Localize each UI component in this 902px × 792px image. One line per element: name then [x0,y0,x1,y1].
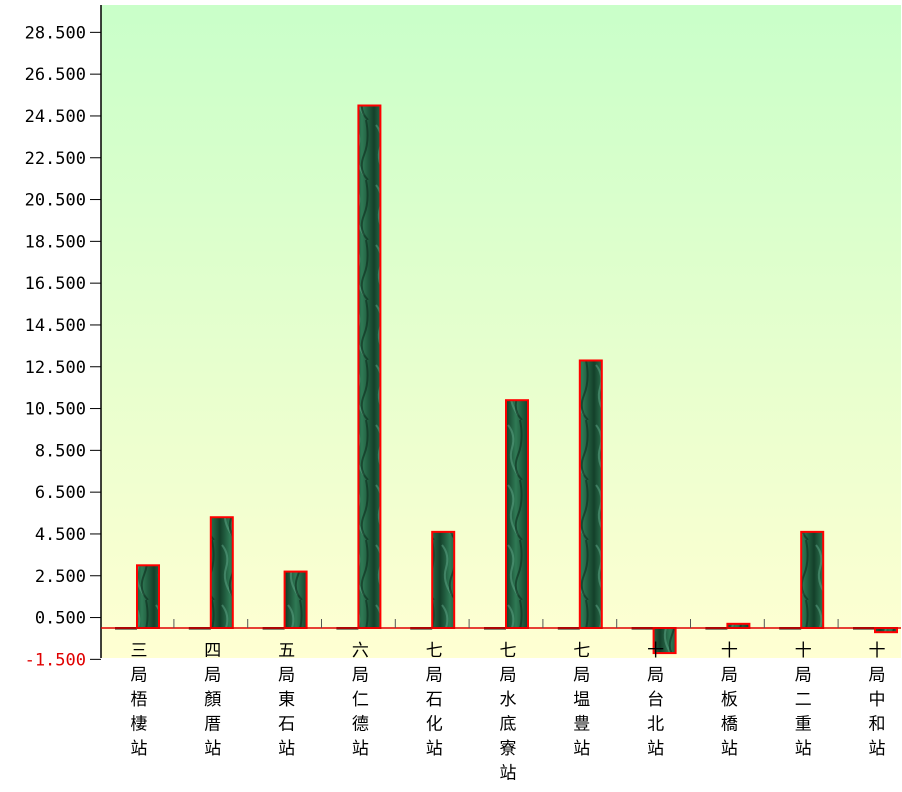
x-tick-label: 四局顏厝站 [204,641,221,759]
x-axis-ticks: 三局梧棲站 四局顏厝站 五局東石站 六局仁德站 七局石化站 七局水底寮站 七局塭豊站 十局台北… [131,641,886,784]
x-tick-label: 六局仁德站 [352,641,369,759]
y-tick-label: 8.500 [35,441,86,461]
y-tick-label: 6.500 [35,483,86,503]
y-tick-label: 24.500 [25,107,86,127]
bar-series-2 [283,570,308,630]
y-tick-label: 14.500 [25,316,86,336]
y-tick-label: 4.500 [35,525,86,545]
x-tick-label: 七局石化站 [426,641,443,759]
x-tick-label: 七局水底寮站 [500,641,517,784]
y-tick-label: 2.500 [35,567,86,587]
y-tick-label: 26.500 [25,65,86,85]
x-tick-label: 十局板橋站 [721,641,738,759]
bar-series-2 [136,564,160,629]
y-tick-label: 16.500 [25,274,86,294]
x-tick-label: 十局二重站 [795,641,812,759]
y-axis-ticks: 28.500 26.500 24.500 22.500 20.500 18.500 16.5… [25,23,101,670]
x-tick-label: 十局中和站 [869,641,886,759]
x-tick-label: 三局梧棲站 [131,641,148,759]
bar-series-2 [578,359,603,629]
x-tick-label: 七局塭豊站 [573,641,590,759]
y-tick-label: 0.500 [35,609,86,629]
y-tick-label: 22.500 [25,149,86,169]
x-tick-label: 十局台北站 [647,641,664,759]
bar-series-2 [431,530,456,629]
y-tick-label: 18.500 [25,232,86,252]
y-tick-label: 28.500 [25,23,86,43]
x-tick-label: 五局東石站 [278,641,295,759]
bar-series-2 [505,399,529,629]
axes-layer [100,5,901,658]
bar-series-2 [357,104,382,629]
bar-series-2 [209,516,234,629]
y-tick-label: 20.500 [25,191,86,211]
bar-series-2 [800,530,825,629]
y-tick-label: 12.500 [25,358,86,378]
plot-background [101,5,901,658]
y-tick-label: 10.500 [25,400,86,420]
y-tick-label: -1.500 [25,650,86,670]
